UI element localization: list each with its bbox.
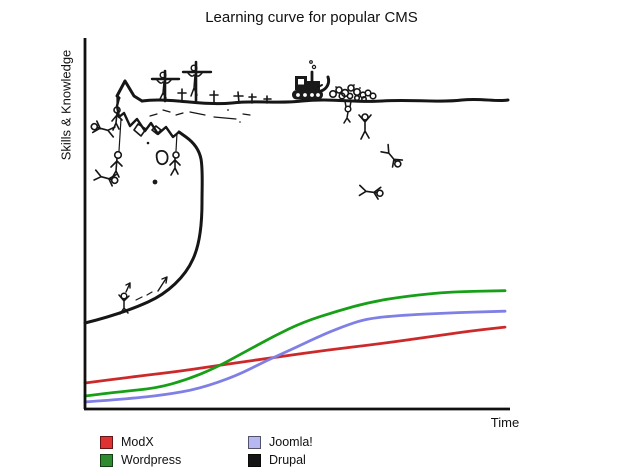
crucifix-1 [150,69,181,103]
up-arrows [125,276,168,301]
cliff-overhang-underside [115,96,181,139]
falling-figure-3 [358,184,384,200]
drupal-cliff-illustration [83,60,510,325]
edge-hanging-figure [343,100,352,124]
modx-swatch [100,436,113,449]
bulldozer-icon [292,60,331,100]
drupal-swatch [248,454,261,467]
rock-pile [328,84,377,103]
crucifix-2 [181,60,213,103]
cliff-peak [115,79,144,103]
hanged-figure-2 [110,118,123,179]
x-axis-label: Time [490,415,520,430]
wordpress-swatch [100,454,113,467]
chart-title: Learning curve for popular CMS [205,9,418,26]
hanged-figure-3 [169,132,181,176]
falling-figure-2 [380,143,404,168]
falling-rocks [133,123,169,185]
legend-item-wordpress: Wordpress [100,454,181,467]
axes [83,38,510,411]
series-lines [83,289,507,404]
joomla-curve [83,309,507,404]
grave-crosses [177,88,272,104]
legend-item-modx: ModX [100,436,154,449]
legend-label-joomla: Joomla! [269,435,313,449]
joomla-swatch [248,436,261,449]
falling-figure-4 [90,120,116,138]
falling-figure-5 [93,169,119,187]
hanged-figure-1 [111,95,123,131]
legend-label-wordpress: Wordpress [121,453,182,467]
drupal-cliff-face [83,130,204,325]
cliff-plateau [140,97,510,106]
climber-figure [118,292,130,315]
modx-curve [83,325,507,385]
legend-item-joomla: Joomla! [248,436,313,449]
legend-label-drupal: Drupal [269,453,306,467]
legend-label-modx: ModX [121,435,154,449]
falling-figure-1 [358,113,372,140]
debris-dashes [149,109,251,123]
legend-item-drupal: Drupal [248,454,306,467]
wordpress-curve [83,289,507,398]
